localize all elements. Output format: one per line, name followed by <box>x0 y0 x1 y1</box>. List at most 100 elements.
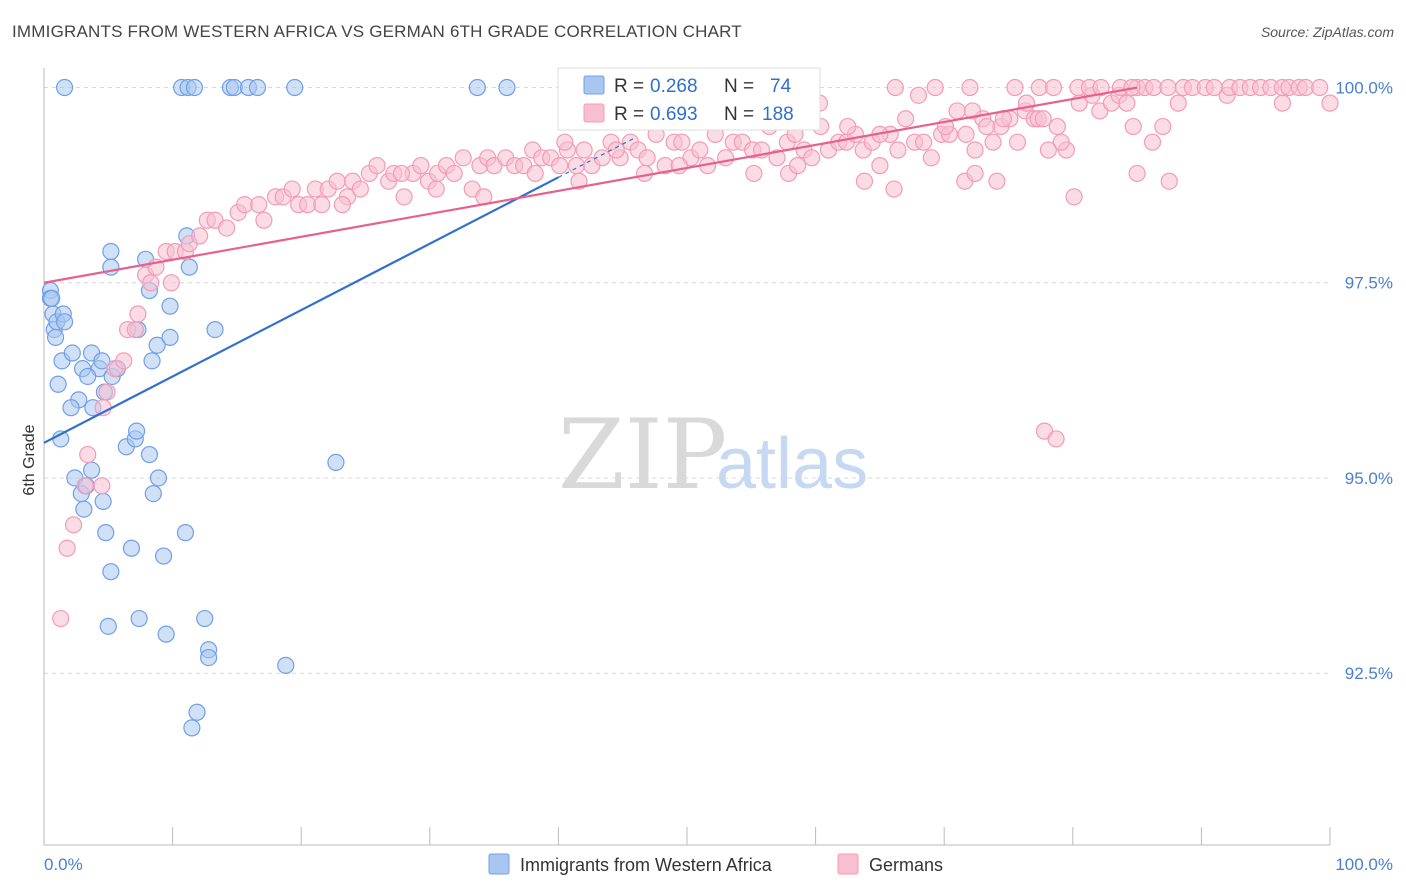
point-germans <box>427 180 445 198</box>
legend-label-germans: Germans <box>869 855 943 875</box>
point-germans <box>593 149 611 167</box>
point-germans <box>1048 117 1066 136</box>
stats-swatch-pink <box>583 103 605 123</box>
stats-n-label: N = <box>724 76 754 97</box>
stats-r-value: 0.693 <box>650 104 698 125</box>
point-germans <box>551 157 569 175</box>
point-germans <box>1044 78 1063 97</box>
point-germans <box>957 125 975 143</box>
point-western-africa <box>140 445 159 464</box>
point-germans <box>1092 78 1110 97</box>
point-western-africa <box>185 78 204 97</box>
point-germans <box>52 609 70 628</box>
point-western-africa <box>49 375 67 393</box>
trendline-western-africa <box>43 176 559 444</box>
point-western-africa <box>248 78 267 97</box>
point-germans <box>963 102 982 120</box>
point-western-africa <box>188 703 206 721</box>
point-western-africa <box>97 524 115 542</box>
point-western-africa <box>130 609 148 628</box>
point-germans <box>886 78 904 97</box>
point-germans <box>575 141 593 159</box>
chart-source: Source: ZipAtlas.com <box>1260 24 1394 40</box>
axes <box>43 68 1331 846</box>
point-germans <box>1006 78 1024 97</box>
point-western-africa <box>102 563 120 581</box>
point-germans <box>803 149 821 167</box>
point-germans <box>1047 430 1065 448</box>
y-tick-label: 92.5% <box>1345 664 1393 683</box>
point-germans <box>395 188 413 206</box>
point-germans <box>313 196 331 214</box>
point-germans <box>392 164 411 183</box>
point-germans <box>1065 188 1083 206</box>
point-western-africa <box>149 469 168 487</box>
point-germans <box>129 305 147 323</box>
point-germans <box>1205 78 1223 97</box>
legend-swatch-blue <box>488 853 510 875</box>
point-germans <box>76 477 94 495</box>
point-germans <box>897 110 915 128</box>
point-western-africa <box>94 492 112 511</box>
point-germans <box>1321 94 1339 112</box>
point-western-africa <box>102 242 120 261</box>
series-germans <box>52 78 1339 628</box>
point-germans <box>889 141 907 159</box>
point-germans <box>556 133 574 151</box>
point-germans <box>1118 94 1136 112</box>
point-germans <box>333 196 351 214</box>
point-germans <box>638 149 656 167</box>
point-germans <box>351 180 369 198</box>
stats-r-label: R = <box>614 104 644 125</box>
point-western-africa <box>79 367 97 386</box>
point-germans <box>1154 117 1172 136</box>
point-western-africa <box>180 258 198 276</box>
point-germans <box>1273 94 1292 112</box>
point-western-africa <box>176 524 195 542</box>
point-germans <box>1160 172 1178 190</box>
point-western-africa <box>161 297 179 315</box>
point-germans <box>1143 133 1162 151</box>
point-germans <box>966 164 984 183</box>
point-western-africa <box>62 399 80 417</box>
point-western-africa <box>99 617 117 635</box>
point-germans <box>922 149 940 167</box>
point-germans <box>58 539 76 557</box>
point-germans <box>412 157 430 175</box>
point-germans <box>948 102 966 120</box>
point-germans <box>768 149 786 167</box>
point-germans <box>984 133 1002 151</box>
point-germans <box>926 78 944 97</box>
point-germans <box>328 172 346 190</box>
point-western-africa <box>183 719 201 737</box>
point-germans <box>142 274 160 292</box>
watermark-zip: ZIP <box>558 399 727 511</box>
stats-n-value: 74 <box>770 76 792 97</box>
point-germans <box>745 164 763 183</box>
stats-r-label: R = <box>614 76 644 97</box>
point-germans <box>691 141 709 159</box>
point-germans <box>915 133 933 151</box>
point-western-africa <box>200 648 218 667</box>
y-tick-label: 95.0% <box>1345 469 1393 488</box>
trendline-western-africa-extension <box>558 136 636 178</box>
point-western-africa <box>277 656 295 674</box>
point-germans <box>1052 133 1070 151</box>
y-axis-title: 6th Grade <box>21 424 38 495</box>
point-germans <box>64 516 83 534</box>
point-germans <box>607 141 625 159</box>
point-western-africa <box>93 352 111 370</box>
legend: Immigrants from Western Africa Germans <box>488 853 943 875</box>
point-germans <box>885 180 903 198</box>
legend-label-western-africa: Immigrants from Western Africa <box>520 855 773 875</box>
stats-swatch-blue <box>583 75 605 95</box>
point-germans <box>79 445 97 464</box>
point-western-africa <box>122 539 141 557</box>
point-germans <box>98 383 116 401</box>
point-germans <box>115 352 133 370</box>
point-western-africa <box>82 461 101 479</box>
point-germans <box>445 164 463 183</box>
point-germans <box>966 141 984 159</box>
point-western-africa <box>161 328 179 347</box>
